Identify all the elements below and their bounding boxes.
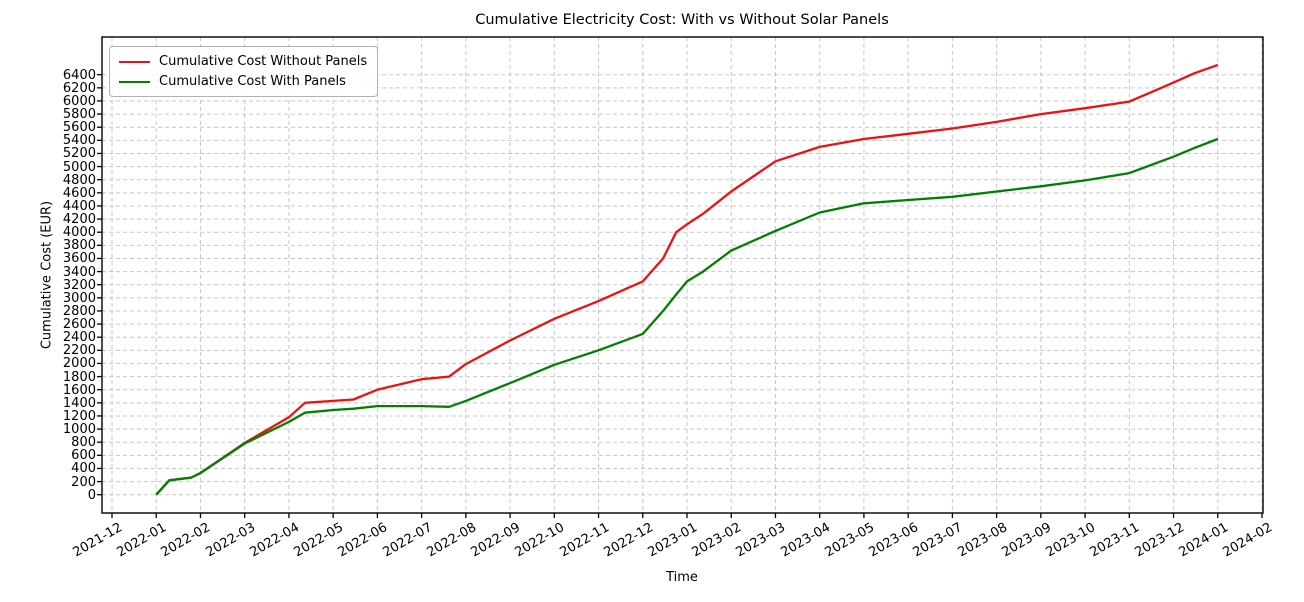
y-tick-label: 200 <box>71 474 96 490</box>
y-tick-label: 2000 <box>62 356 96 372</box>
series-with-panels-line <box>155 137 1219 496</box>
grid <box>102 37 1263 513</box>
legend-label-without-panels: Cumulative Cost Without Panels <box>159 54 368 69</box>
legend-item-without-panels: Cumulative Cost Without Panels <box>119 54 367 69</box>
y-tick-label: 3400 <box>62 264 96 280</box>
y-tick-label: 600 <box>71 448 96 464</box>
y-tick-label: 4200 <box>62 212 96 228</box>
y-tick-label: 3600 <box>62 251 96 267</box>
y-tick-label: 4600 <box>62 185 96 201</box>
series-without-panels-line <box>155 63 1219 496</box>
green-line-swatch-icon <box>119 80 150 83</box>
y-tick-label: 1200 <box>62 408 96 424</box>
legend-label-with-panels: Cumulative Cost With Panels <box>159 74 346 89</box>
y-tick-label: 1800 <box>62 369 96 385</box>
y-tick-label: 4800 <box>62 172 96 188</box>
y-tick-label: 3200 <box>62 277 96 293</box>
y-tick-label: 4000 <box>62 225 96 241</box>
plot-border <box>101 36 1264 514</box>
legend-item-with-panels: Cumulative Cost With Panels <box>119 74 367 89</box>
chart-title: Cumulative Electricity Cost: With vs Wit… <box>475 12 889 28</box>
y-tick-label: 5200 <box>62 146 96 162</box>
y-tick-label: 1000 <box>62 422 96 438</box>
y-tick-label: 2200 <box>62 343 96 359</box>
y-tick-label: 5600 <box>62 120 96 136</box>
x-axis-label: Time <box>666 570 698 585</box>
y-tick-label: 400 <box>71 461 96 477</box>
series-lines <box>155 63 1219 496</box>
y-tick-label: 5000 <box>62 159 96 175</box>
y-tick-label: 4400 <box>62 198 96 214</box>
legend: Cumulative Cost Without Panels Cumulativ… <box>109 46 379 97</box>
y-tick-label: 5800 <box>62 107 96 123</box>
y-tick-label: 2800 <box>62 303 96 319</box>
y-tick-label: 1600 <box>62 382 96 398</box>
red-line-swatch-icon <box>119 60 150 63</box>
y-tick-label: 2400 <box>62 330 96 346</box>
y-tick-label: 6400 <box>62 67 96 83</box>
y-tick-label: 6200 <box>62 80 96 96</box>
y-tick-label: 2600 <box>62 317 96 333</box>
y-tick-label: 0 <box>87 487 96 503</box>
y-tick-label: 6000 <box>62 93 96 109</box>
y-tick-label: 3000 <box>62 290 96 306</box>
y-tick-label: 3800 <box>62 238 96 254</box>
y-tick-label: 5400 <box>62 133 96 149</box>
y-tick-marks <box>97 74 102 496</box>
x-tick-marks <box>111 513 1263 518</box>
y-tick-label: 1400 <box>62 395 96 411</box>
y-tick-label: 800 <box>71 435 96 451</box>
